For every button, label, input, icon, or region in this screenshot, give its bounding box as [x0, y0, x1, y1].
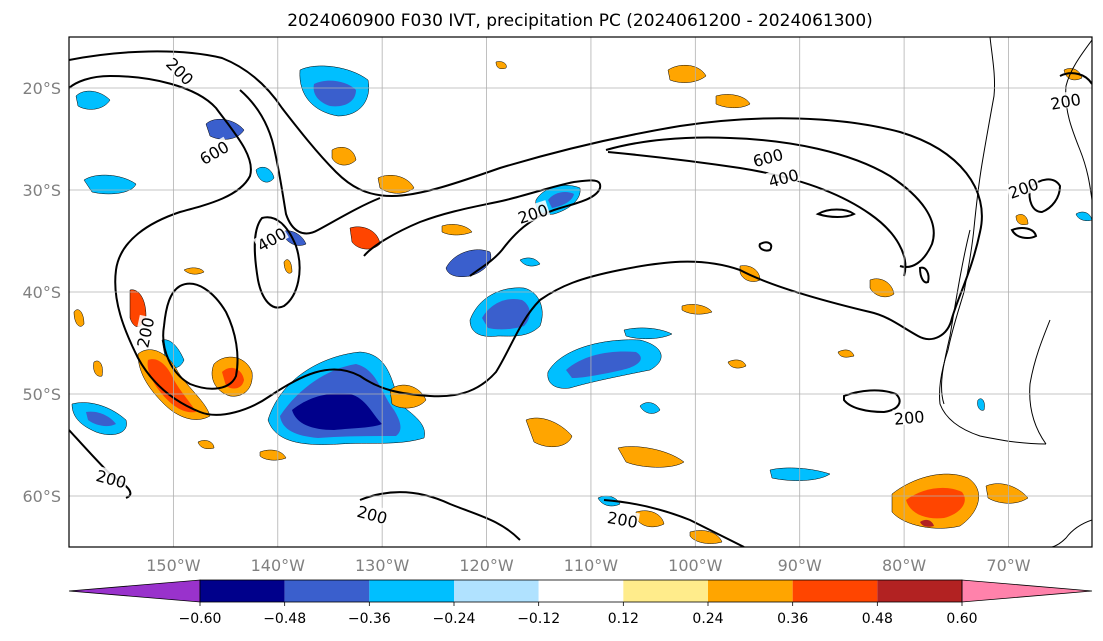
- colorbar-tick-label: −0.60: [179, 611, 222, 627]
- colorbar-segment: [623, 580, 708, 602]
- graticule: [69, 37, 1092, 547]
- contour-label: 200: [892, 407, 926, 429]
- contour-label: 200: [605, 507, 640, 532]
- contour-label-text: 200: [893, 407, 925, 429]
- precipitation-anomaly-field: [71, 61, 1092, 544]
- lon-label: 120°W: [459, 556, 514, 575]
- contour-label: 200: [1048, 89, 1083, 114]
- chart-title: 2024060900 F030 IVT, precipitation PC (2…: [287, 11, 873, 31]
- colorbar-extend-max: [961, 579, 1093, 603]
- colorbar-segment: [708, 580, 793, 602]
- colorbar-segment: [538, 580, 624, 602]
- longitude-labels: 150°W 140°W 130°W 120°W 110°W 100°W 90°W 80°W 70…: [146, 556, 1031, 575]
- colorbar-segment: [200, 580, 285, 602]
- lat-label: 20°S: [22, 79, 61, 98]
- colorbar-segment: [792, 580, 878, 602]
- colorbar-tick-label: −0.24: [433, 611, 476, 627]
- colorbar-extend-min: [68, 579, 201, 603]
- lon-label: 90°W: [778, 556, 822, 575]
- colorbar-tick-label: 0.36: [777, 611, 808, 627]
- colorbar-tick-label: 0.24: [692, 611, 723, 627]
- lon-label: 130°W: [355, 556, 410, 575]
- colorbar-tick-label: 0.60: [946, 611, 977, 627]
- colorbar-tick-label: 0.48: [862, 611, 893, 627]
- contour-label: 200: [355, 501, 391, 528]
- colorbar-segment: [877, 580, 962, 602]
- colorbar-tick-label: −0.48: [263, 611, 306, 627]
- lon-label: 140°W: [251, 556, 306, 575]
- lon-label: 110°W: [564, 556, 619, 575]
- lon-label: 150°W: [146, 556, 201, 575]
- lon-label: 100°W: [668, 556, 723, 575]
- lat-label: 50°S: [22, 385, 61, 404]
- colorbar-tick-label: −0.36: [348, 611, 391, 627]
- lon-label: 80°W: [882, 556, 926, 575]
- latitude-labels: 20°S 30°S 40°S 50°S 60°S: [22, 79, 61, 506]
- lat-label: 60°S: [22, 487, 61, 506]
- lat-label: 40°S: [22, 283, 61, 302]
- colorbar-tick-label: −0.12: [517, 611, 560, 627]
- lat-label: 30°S: [22, 181, 61, 200]
- colorbar: −0.60 −0.48 −0.36 −0.24 −0.12 0.12 0.24 0.36 0.4…: [68, 579, 1093, 627]
- contour-label: 200: [133, 314, 158, 350]
- colorbar-tick-label: 0.12: [608, 611, 639, 627]
- map-frame: [68, 36, 1093, 548]
- lon-label: 70°W: [986, 556, 1030, 575]
- colorbar-segment: [369, 580, 454, 602]
- colorbar-segment: [454, 580, 539, 602]
- colorbar-segment: [284, 580, 370, 602]
- colorbar-frame: [199, 579, 963, 603]
